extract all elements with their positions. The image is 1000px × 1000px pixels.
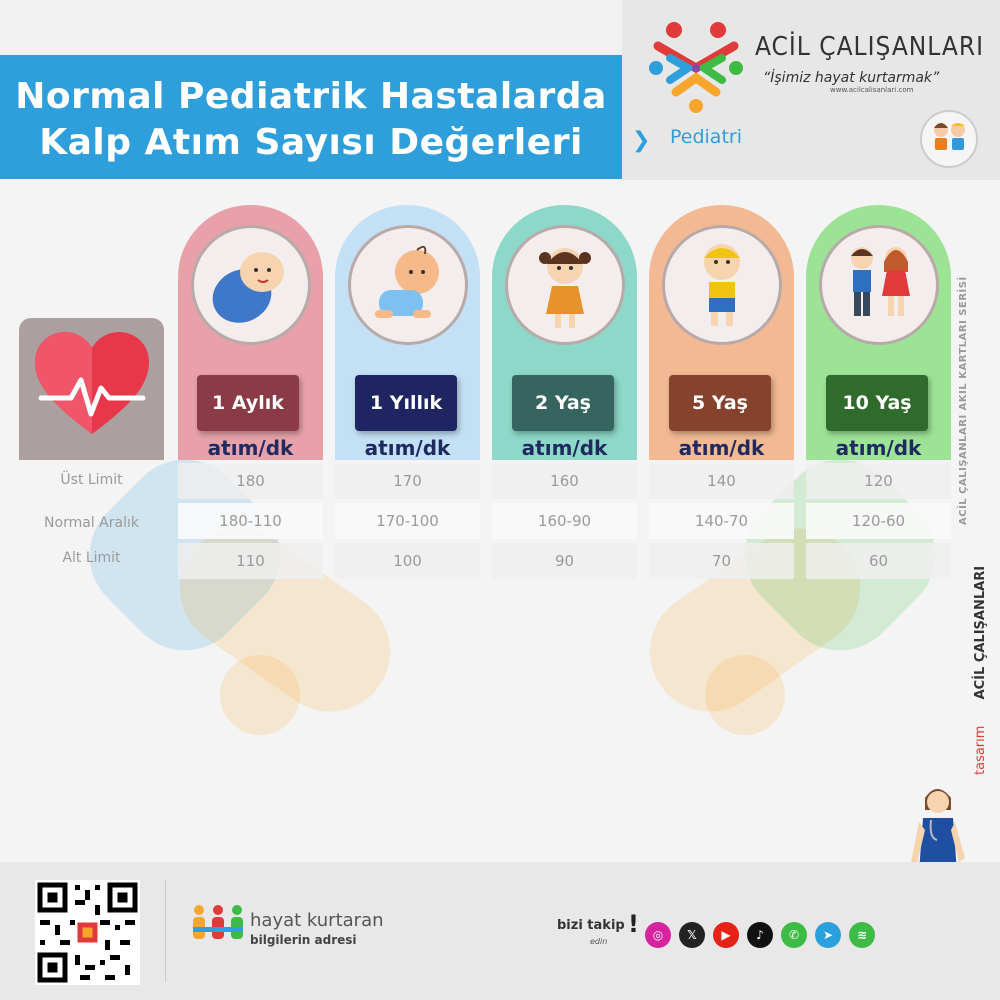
instagram-icon[interactable]: ◎ <box>645 922 671 948</box>
child-boy-avatar <box>662 225 782 345</box>
value-lower-10-years: 60 <box>806 543 951 579</box>
spotify-icon[interactable]: ≋ <box>849 922 875 948</box>
value-upper-1-month: 180 <box>178 463 323 499</box>
whatsapp-icon[interactable]: ✆ <box>781 922 807 948</box>
value-range-10-years: 120-60 <box>806 503 951 539</box>
value-lower-2-years: 90 <box>492 543 637 579</box>
design-credit: tasarım ACİL ÇALIŞANLARI <box>973 566 988 775</box>
row-label-range: Normal Aralık <box>44 515 139 531</box>
category-label[interactable]: Pediatri <box>670 126 742 148</box>
telegram-icon[interactable]: ➤ <box>815 922 841 948</box>
unit-label: atım/dk <box>678 436 765 460</box>
youtube-icon[interactable]: ▶ <box>713 922 739 948</box>
row-label-lower: Alt Limit <box>62 550 121 566</box>
crawling-baby-avatar <box>348 225 468 345</box>
unit-label: atım/dk <box>207 436 294 460</box>
value-upper-5-years: 140 <box>649 463 794 499</box>
value-upper-10-years: 120 <box>806 463 951 499</box>
value-lower-1-month: 110 <box>178 543 323 579</box>
value-range-2-years: 160-90 <box>492 503 637 539</box>
brand-logo <box>649 22 743 113</box>
kids-pair-avatar <box>819 225 939 345</box>
follow-us-sub: edin <box>590 937 608 946</box>
newborn-avatar <box>191 225 311 345</box>
people-icon <box>193 905 243 939</box>
value-upper-2-years: 160 <box>492 463 637 499</box>
value-range-5-years: 140-70 <box>649 503 794 539</box>
chevron-right-icon: ❯ <box>632 128 651 153</box>
tagline-line1: hayat kurtaran <box>250 910 384 931</box>
series-side-label: ACİL ÇALIŞANLARI AKIL KARTLARI SERİSİ <box>958 276 969 525</box>
watermark-shape <box>705 655 785 735</box>
value-range-1-year: 170-100 <box>335 503 480 539</box>
value-lower-5-years: 70 <box>649 543 794 579</box>
value-range-1-month: 180-110 <box>178 503 323 539</box>
age-label-1-year: 1 Yıllık <box>355 375 457 431</box>
age-label-1-month: 1 Aylık <box>197 375 299 431</box>
footer-divider <box>165 880 166 982</box>
design-credit-prefix: tasarım <box>973 725 988 775</box>
heart-card <box>19 318 164 460</box>
tagline-line2: bilgilerin adresi <box>250 933 357 947</box>
age-label-10-years: 10 Yaş <box>826 375 928 431</box>
value-upper-1-year: 170 <box>335 463 480 499</box>
x-icon[interactable]: 𝕏 <box>679 922 705 948</box>
age-label-5-years: 5 Yaş <box>669 375 771 431</box>
age-label-2-years: 2 Yaş <box>512 375 614 431</box>
unit-label: atım/dk <box>521 436 608 460</box>
page-title-line2: Kalp Atım Sayısı Değerleri <box>39 122 583 163</box>
brand-slogan: “İşimiz hayat kurtarmak” <box>763 70 940 86</box>
unit-label: atım/dk <box>364 436 451 460</box>
watermark-shape <box>220 655 300 735</box>
toddler-girl-avatar <box>505 225 625 345</box>
tiktok-icon[interactable]: ♪ <box>747 922 773 948</box>
row-label-upper: Üst Limit <box>60 472 123 488</box>
brand-name: ACİL ÇALIŞANLARI <box>755 32 985 62</box>
design-credit-brand: ACİL ÇALIŞANLARI <box>973 565 988 700</box>
brand-url[interactable]: www.acilcalisanlari.com <box>830 86 914 94</box>
qr-code[interactable] <box>35 880 140 985</box>
value-lower-1-year: 100 <box>335 543 480 579</box>
kids-illustration <box>920 110 978 168</box>
title-banner <box>0 55 622 179</box>
heart-icon <box>35 332 149 434</box>
exclamation-mark: ! <box>628 910 639 938</box>
follow-us-label: bizi takip <box>557 918 625 933</box>
unit-label: atım/dk <box>835 436 922 460</box>
page-title-line1: Normal Pediatrik Hastalarda <box>15 76 607 117</box>
